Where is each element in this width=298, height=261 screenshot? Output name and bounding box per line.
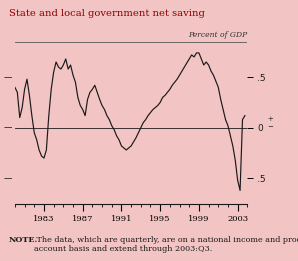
Text: The data, which are quarterly, are on a national income and product
account basi: The data, which are quarterly, are on a … xyxy=(34,236,298,253)
Text: −: − xyxy=(267,123,273,131)
Text: —: — xyxy=(4,123,12,132)
Text: —: — xyxy=(4,174,12,183)
Text: Percent of GDP: Percent of GDP xyxy=(188,31,247,39)
Text: +: + xyxy=(267,115,273,123)
Text: NOTE.: NOTE. xyxy=(9,236,38,244)
Text: State and local government net saving: State and local government net saving xyxy=(9,9,205,18)
Text: —: — xyxy=(4,73,12,82)
